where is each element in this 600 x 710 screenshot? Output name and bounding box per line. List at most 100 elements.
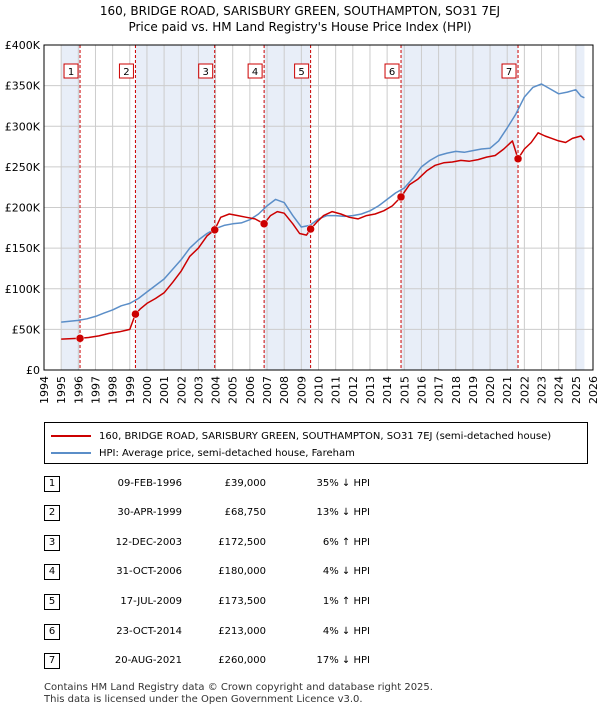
legend-item-hpi: HPI: Average price, semi-detached house,… — [51, 445, 355, 461]
x-tick-label: 2000 — [141, 376, 154, 404]
sale-label: 6 — [389, 67, 395, 78]
legend-label-property: 160, BRIDGE ROAD, SARISBURY GREEN, SOUTH… — [99, 430, 552, 442]
x-tick-label: 2002 — [175, 376, 188, 404]
x-tick-label: 2013 — [364, 376, 377, 404]
x-tick-label: 2006 — [244, 376, 257, 404]
y-tick-label: £0 — [26, 364, 40, 377]
sale-date: 31-OCT-2006 — [116, 566, 182, 577]
chart-title-line1: 160, BRIDGE ROAD, SARISBURY GREEN, SOUTH… — [99, 4, 501, 18]
y-tick-label: £200K — [5, 202, 41, 215]
sale-date: 20-AUG-2021 — [114, 655, 182, 666]
legend-item-property: 160, BRIDGE ROAD, SARISBURY GREEN, SOUTH… — [51, 428, 551, 444]
x-tick-label: 2026 — [587, 376, 600, 404]
sale-price: £68,750 — [224, 507, 266, 518]
property-price-line — [61, 132, 585, 340]
y-tick-label: £150K — [5, 242, 41, 255]
sale-price: £180,000 — [218, 566, 266, 577]
x-tick-label: 2003 — [192, 376, 205, 404]
x-tick-label: 2014 — [381, 376, 394, 404]
sale-hpi-diff: 35% ↓ HPI — [316, 478, 370, 489]
sale-point — [306, 224, 315, 234]
x-tick-label: 2022 — [518, 376, 531, 404]
sale-label-box — [384, 63, 400, 79]
sale-point — [131, 309, 140, 319]
sale-label: 1 — [68, 67, 74, 78]
x-tick-label: 2025 — [570, 376, 583, 404]
sale-date: 23-OCT-2014 — [116, 626, 182, 637]
y-tick-label: £300K — [5, 120, 41, 133]
sale-label-box — [63, 63, 79, 79]
sale-label-box — [198, 63, 214, 79]
hpi-line — [61, 83, 585, 323]
sale-point — [210, 225, 219, 235]
sale-label-box — [294, 63, 310, 79]
sale-label: 5 — [298, 67, 304, 78]
y-tick-label: £350K — [5, 80, 41, 93]
x-tick-label: 1998 — [107, 376, 120, 404]
sale-hpi-diff: 4% ↓ HPI — [322, 626, 370, 637]
x-tick-label: 2015 — [398, 376, 411, 404]
x-tick-label: 2009 — [295, 376, 308, 404]
x-tick-label: 2001 — [158, 376, 171, 404]
x-tick-label: 2019 — [467, 376, 480, 404]
x-tick-label: 2008 — [278, 376, 291, 404]
x-tick-label: 2005 — [227, 376, 240, 404]
sale-number-badge: 7 — [44, 653, 60, 669]
x-tick-label: 1996 — [72, 376, 85, 404]
footer-licence: This data is licensed under the Open Gov… — [44, 694, 363, 705]
plot-frame — [43, 44, 594, 371]
x-tick-label: 2021 — [501, 376, 514, 404]
sale-point — [75, 334, 85, 343]
y-tick-label: £100K — [5, 283, 41, 296]
chart-legend: 160, BRIDGE ROAD, SARISBURY GREEN, SOUTH… — [44, 422, 588, 464]
table-row: 5 17-JUL-2009 £173,500 1% ↑ HPI — [44, 594, 444, 614]
x-tick-label: 2020 — [484, 376, 497, 404]
x-tick-label: 2024 — [553, 376, 566, 404]
sale-price: £213,000 — [218, 626, 266, 637]
x-tick-label: 1995 — [55, 376, 68, 404]
y-tick-label: £250K — [5, 161, 41, 174]
x-tick-label: 1994 — [38, 376, 51, 404]
sale-number-badge: 1 — [44, 476, 60, 492]
sale-number-badge: 3 — [44, 535, 60, 551]
sale-date: 17-JUL-2009 — [120, 596, 182, 607]
x-tick-label: 1997 — [89, 376, 102, 404]
legend-swatch-property — [51, 435, 91, 437]
sale-price: £173,500 — [218, 596, 266, 607]
sale-number-badge: 6 — [44, 624, 60, 640]
chart-title-line2: Price paid vs. HM Land Registry's House … — [128, 20, 472, 34]
x-tick-label: 2016 — [415, 376, 428, 404]
sale-label-box — [501, 63, 517, 79]
sale-number-badge: 2 — [44, 505, 60, 521]
sale-date: 12-DEC-2003 — [115, 537, 182, 548]
sale-number-badge: 5 — [44, 594, 60, 610]
sale-point — [259, 219, 269, 228]
sale-price: £39,000 — [224, 478, 266, 489]
table-row: 4 31-OCT-2006 £180,000 4% ↓ HPI — [44, 564, 444, 584]
sale-point — [513, 154, 523, 163]
sale-label: 3 — [203, 67, 209, 78]
x-tick-label: 2012 — [347, 376, 360, 404]
sale-label: 4 — [252, 67, 258, 78]
x-tick-label: 2018 — [450, 376, 463, 404]
sale-price: £172,500 — [218, 537, 266, 548]
x-tick-label: 2023 — [536, 376, 549, 404]
x-tick-label: 2004 — [210, 376, 223, 404]
x-tick-label: 2010 — [313, 376, 326, 404]
price-chart: £0 £50K £100K £150K £200K £250K £300K £350K £400… — [5, 39, 600, 404]
table-row: 2 30-APR-1999 £68,750 13% ↓ HPI — [44, 505, 444, 525]
legend-label-hpi: HPI: Average price, semi-detached house,… — [99, 447, 355, 459]
sale-label-box — [247, 63, 263, 79]
sale-hpi-diff: 17% ↓ HPI — [316, 655, 370, 666]
sale-date: 09-FEB-1996 — [117, 478, 182, 489]
table-row: 6 23-OCT-2014 £213,000 4% ↓ HPI — [44, 624, 444, 644]
sale-number-badge: 4 — [44, 564, 60, 580]
sale-hpi-diff: 13% ↓ HPI — [316, 507, 370, 518]
table-row: 1 09-FEB-1996 £39,000 35% ↓ HPI — [44, 476, 444, 496]
sale-date: 30-APR-1999 — [117, 507, 182, 518]
y-tick-label: £50K — [12, 323, 41, 336]
sale-hpi-diff: 4% ↓ HPI — [322, 566, 370, 577]
table-row: 7 20-AUG-2021 £260,000 17% ↓ HPI — [44, 653, 444, 673]
table-row: 3 12-DEC-2003 £172,500 6% ↑ HPI — [44, 535, 444, 555]
x-tick-label: 2017 — [433, 376, 446, 404]
